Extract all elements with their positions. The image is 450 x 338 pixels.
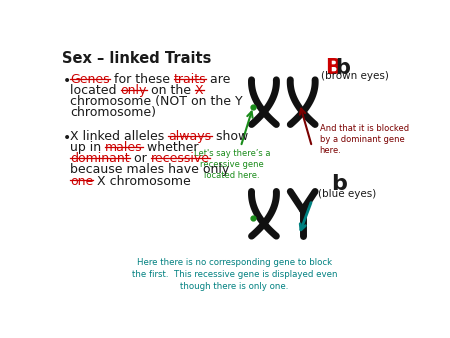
Text: And that it is blocked
by a dominant gene
here.: And that it is blocked by a dominant gen… [320, 124, 409, 155]
Text: always: always [168, 130, 212, 143]
Text: traits: traits [174, 73, 207, 86]
Text: X linked alleles: X linked alleles [70, 130, 168, 143]
Text: because males have only: because males have only [70, 163, 230, 176]
Text: (brown eyes): (brown eyes) [321, 71, 389, 81]
Text: or: or [130, 152, 151, 165]
Text: B: B [325, 57, 341, 77]
Text: Here there is no corresponding gene to block
the first.  This recessive gene is : Here there is no corresponding gene to b… [132, 259, 337, 291]
Text: whether: whether [143, 141, 198, 154]
Text: Genes: Genes [70, 73, 110, 86]
Text: X chromosome: X chromosome [94, 174, 191, 188]
Text: are: are [207, 73, 231, 86]
Text: (blue eyes): (blue eyes) [318, 189, 377, 199]
Text: b: b [335, 57, 350, 77]
Text: for these: for these [110, 73, 174, 86]
Text: Let's say there’s a
recessive gene
located here.: Let's say there’s a recessive gene locat… [194, 149, 270, 180]
Text: males: males [105, 141, 143, 154]
Text: chromosome (NOT on the Y: chromosome (NOT on the Y [70, 95, 243, 108]
Text: •: • [63, 131, 71, 145]
Text: show: show [212, 130, 248, 143]
Text: Sex – linked Traits: Sex – linked Traits [63, 51, 212, 66]
Text: recessive: recessive [151, 152, 210, 165]
Text: b: b [331, 174, 347, 194]
Text: •: • [63, 74, 71, 88]
Text: one: one [70, 174, 94, 188]
Text: on the: on the [147, 84, 195, 97]
Text: up in: up in [70, 141, 105, 154]
Text: only: only [121, 84, 147, 97]
Text: X: X [195, 84, 204, 97]
Text: chromosome): chromosome) [70, 106, 156, 119]
Text: dominant: dominant [70, 152, 130, 165]
Text: located: located [70, 84, 121, 97]
